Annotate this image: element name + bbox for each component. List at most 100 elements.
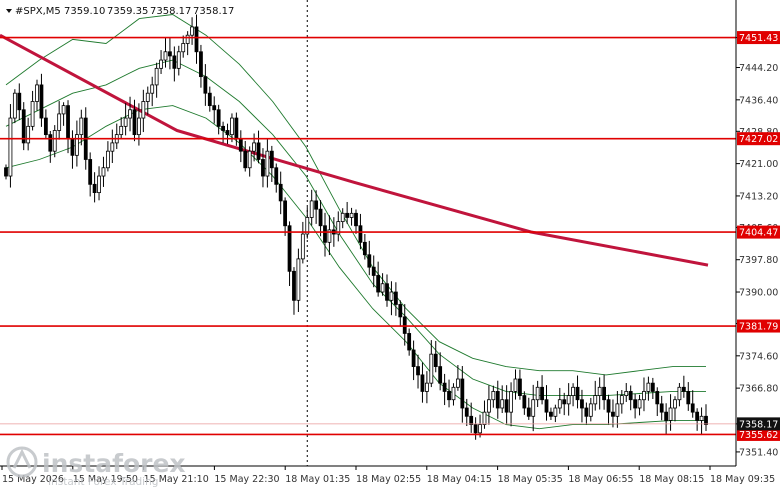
candle	[407, 328, 412, 356]
candle-body	[61, 105, 66, 115]
ohlc-open: 7359.10	[64, 6, 105, 17]
candle-body	[677, 386, 682, 401]
candle-body	[637, 399, 642, 409]
candle-body	[588, 403, 593, 417]
candle	[451, 383, 456, 406]
candle-body	[664, 411, 669, 421]
price-tick-label: 7421.00	[739, 159, 778, 170]
candle	[531, 384, 536, 432]
instaforex-logo-icon	[6, 446, 38, 478]
candle-body	[225, 130, 230, 136]
ohlc-low: 7358.17	[150, 6, 191, 17]
candle	[681, 375, 686, 398]
candle-body	[393, 291, 398, 305]
candle	[265, 138, 270, 188]
level-price-tag: 7355.62	[737, 427, 780, 441]
candle	[292, 267, 296, 315]
candle-body	[673, 399, 677, 409]
candle	[540, 375, 544, 405]
candle	[504, 385, 509, 425]
candle	[416, 354, 420, 389]
level-price-tag-box	[737, 31, 780, 45]
candle-body	[256, 142, 261, 160]
candle	[132, 99, 137, 142]
candle-body	[380, 283, 385, 293]
candle	[269, 145, 274, 182]
candle	[327, 215, 332, 256]
candle-body	[247, 150, 252, 169]
candle	[207, 86, 212, 112]
level-price-tag-box	[737, 225, 780, 239]
candle	[398, 300, 403, 327]
candle	[526, 397, 531, 420]
watermark-brand: instaforex	[42, 449, 186, 478]
collapse-triangle-icon[interactable]	[6, 9, 12, 13]
candle	[553, 404, 558, 423]
candle-body	[464, 407, 469, 417]
candle	[420, 362, 425, 403]
candle-body	[12, 92, 17, 119]
candle-body	[221, 125, 225, 131]
candle	[354, 209, 358, 234]
candle-body	[478, 424, 482, 434]
candle-body	[181, 43, 186, 53]
candle-body	[690, 403, 695, 413]
candle-body	[407, 333, 412, 351]
time-tick-label: 18 May 09:35	[710, 474, 775, 485]
candle	[12, 89, 17, 124]
time-axis[interactable]: 15 May 2026 15 May 19:50 15 May 21:10 15 Ma…	[1, 466, 775, 485]
candle	[247, 146, 252, 177]
price-tick-label: 7366.80	[739, 384, 778, 395]
candle-body	[159, 59, 163, 69]
candle-body	[487, 399, 491, 413]
candle-body	[633, 399, 638, 409]
candle	[30, 90, 35, 131]
candle-body	[207, 92, 212, 107]
candle-body	[345, 212, 350, 218]
candle-body	[420, 374, 425, 392]
candle-body	[371, 266, 376, 276]
candle	[119, 117, 124, 139]
candle	[314, 190, 319, 224]
candle-body	[212, 105, 217, 111]
candle	[464, 398, 469, 427]
candle	[159, 50, 163, 74]
candle-body	[340, 212, 345, 223]
candle	[110, 129, 115, 164]
candle-body	[292, 270, 296, 301]
candle-body	[283, 200, 288, 227]
time-tick-label: 18 May 08:15	[639, 474, 704, 485]
candle	[593, 380, 598, 411]
ema-line	[0, 33, 709, 267]
candle-body	[416, 366, 420, 376]
candle-body	[243, 150, 248, 169]
candle	[429, 340, 434, 388]
candle-body	[52, 130, 57, 152]
candle-body	[105, 150, 110, 169]
candle	[473, 417, 478, 440]
candle	[305, 207, 310, 239]
candle	[92, 172, 97, 203]
chart-header: #SPX,M5 7359.10 7359.35 7358.17 7358.17	[6, 6, 234, 17]
candle	[659, 395, 664, 421]
candle-body	[145, 92, 150, 102]
candle	[522, 391, 527, 415]
candle-body	[695, 411, 700, 421]
candle	[261, 148, 265, 188]
candle-body	[455, 378, 460, 388]
candle	[212, 96, 217, 124]
candle	[469, 402, 474, 433]
time-tick-label: 18 May 01:35	[285, 474, 350, 485]
candle	[163, 37, 168, 68]
candle-body	[305, 217, 310, 235]
current-price-tag: 7358.17	[737, 417, 780, 431]
candle-body	[163, 51, 168, 61]
candle-body	[668, 407, 673, 421]
candle-body	[168, 51, 172, 57]
time-tick-label: 15 May 2026	[2, 474, 64, 485]
candle-body	[354, 212, 358, 227]
candle	[230, 113, 234, 143]
candle-body	[66, 105, 70, 140]
candle-body	[261, 159, 265, 177]
